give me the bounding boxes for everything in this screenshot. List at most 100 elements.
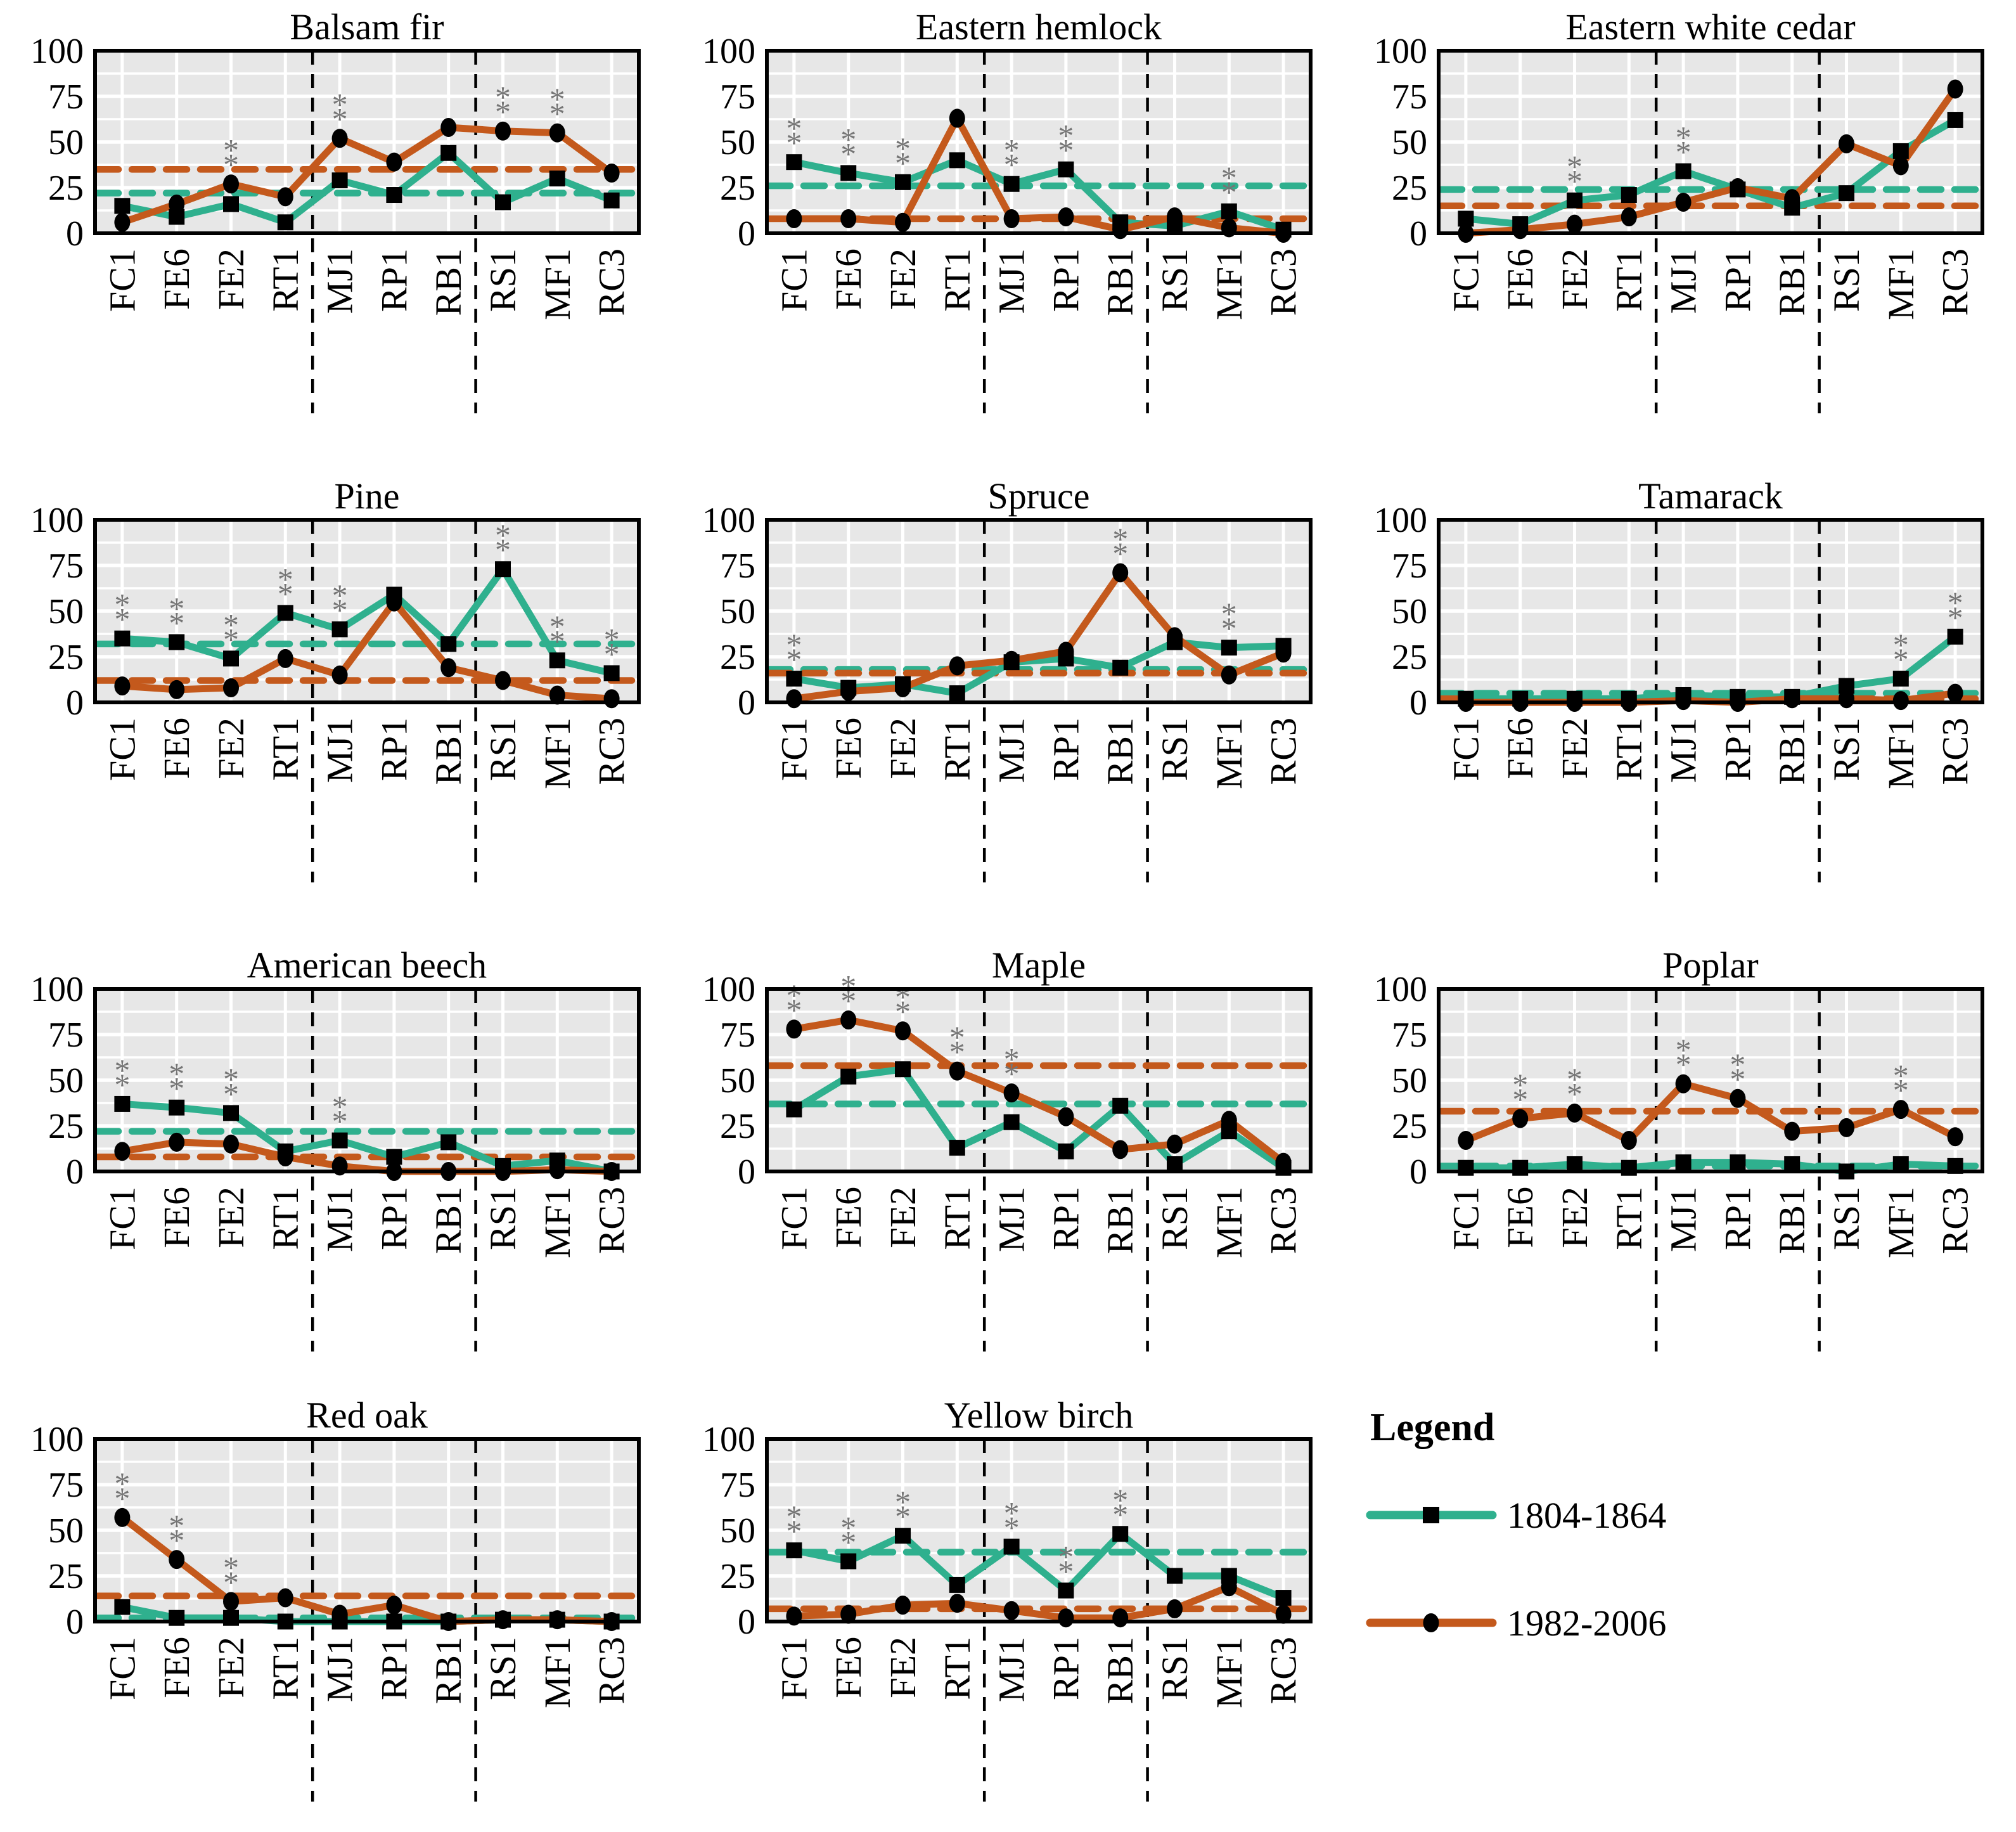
marker-square xyxy=(1621,187,1637,203)
y-tick-label: 0 xyxy=(66,1603,84,1642)
significance-marker: * xyxy=(549,623,565,659)
marker-square xyxy=(1112,1097,1129,1114)
marker-square xyxy=(1675,1154,1692,1171)
marker-square xyxy=(223,1105,239,1121)
x-tick-label: RB1 xyxy=(1100,1637,1141,1704)
marker-circle xyxy=(840,209,857,228)
marker-square xyxy=(840,1068,857,1085)
y-tick-label: 0 xyxy=(738,1603,755,1642)
plot-border xyxy=(93,49,641,235)
y-tick-label: 25 xyxy=(48,1107,84,1146)
y-tick-label: 0 xyxy=(738,214,755,254)
significance-marker: * xyxy=(169,1056,184,1092)
y-tick-label: 75 xyxy=(48,546,84,586)
x-tick-label: FC1 xyxy=(773,1637,814,1700)
y-tick-label: 0 xyxy=(738,1152,755,1192)
y-tick-label: 0 xyxy=(1409,1152,1427,1192)
y-tick-label: 25 xyxy=(720,1107,755,1146)
x-tick-label: FE6 xyxy=(828,1187,869,1248)
significance-marker: * xyxy=(1893,1073,1909,1108)
x-tick-label: RS1 xyxy=(1154,1637,1195,1700)
series-line-1804-1864 xyxy=(790,1066,1287,1171)
marker-circle xyxy=(223,1134,239,1154)
marker-circle xyxy=(895,212,911,232)
significance-marker: * xyxy=(895,131,911,166)
series-line-1804-1864 xyxy=(1462,116,1959,228)
plot-border xyxy=(765,1437,1313,1623)
x-tick-label: RP1 xyxy=(1045,1187,1086,1250)
marker-circle xyxy=(331,665,348,685)
marker-square xyxy=(277,214,293,231)
marker-circle xyxy=(169,1550,185,1570)
x-tick-label: MF1 xyxy=(1880,248,1922,320)
legend-entry-label: 1804-1864 xyxy=(1507,1495,1666,1536)
y-tick-label: 75 xyxy=(720,1016,755,1055)
significance-marker: * xyxy=(114,1466,130,1501)
x-tick-label: RS1 xyxy=(482,718,523,781)
significance-marker: * xyxy=(223,147,239,183)
panel-title: Eastern hemlock xyxy=(916,6,1162,48)
marker-circle xyxy=(495,121,511,141)
marker-circle xyxy=(1112,1140,1129,1159)
marker-circle xyxy=(1112,220,1129,240)
series-line-1982-2006 xyxy=(790,1583,1287,1622)
significance-marker: * xyxy=(332,101,348,137)
x-tick-label: FE2 xyxy=(1554,1187,1595,1248)
significance-marker: * xyxy=(114,1067,130,1102)
significance-marker: * xyxy=(332,1103,348,1139)
x-tick-label: FE2 xyxy=(1554,718,1595,779)
significance-marker: * xyxy=(1512,1067,1528,1102)
significance-marker: * xyxy=(895,1484,911,1519)
significance-marker: * xyxy=(1004,1056,1020,1092)
panel-title: Balsam fir xyxy=(290,6,444,48)
y-tick-label: 25 xyxy=(48,638,84,677)
x-tick-label: FE6 xyxy=(156,1637,197,1698)
marker-square xyxy=(386,187,402,203)
y-tick-label: 50 xyxy=(1392,592,1427,631)
y-tick-label: 100 xyxy=(702,32,755,71)
significance-marker: * xyxy=(786,110,802,146)
x-tick-label: RB1 xyxy=(428,1637,469,1704)
x-tick-label: RB1 xyxy=(1100,1187,1141,1254)
plot-border xyxy=(765,987,1313,1173)
x-tick-label: FC1 xyxy=(773,248,814,312)
significance-marker: * xyxy=(1058,1538,1074,1574)
marker-circle xyxy=(114,1142,131,1161)
y-tick-label: 0 xyxy=(1409,683,1427,723)
significance-marker: * xyxy=(840,1509,856,1545)
plot-border xyxy=(765,49,1313,235)
x-tick-label: MJ1 xyxy=(319,1637,361,1702)
significance-marker: * xyxy=(495,532,511,567)
marker-square xyxy=(1003,1538,1020,1555)
marker-circle xyxy=(1458,1131,1474,1151)
plot-border xyxy=(93,987,641,1173)
significance-marker: * xyxy=(1058,118,1074,153)
marker-circle xyxy=(603,689,620,709)
x-tick-label: RS1 xyxy=(482,248,523,312)
significance-marker: * xyxy=(1567,1076,1583,1111)
y-tick-label: 50 xyxy=(720,592,755,631)
marker-square xyxy=(1275,1590,1292,1606)
marker-circle xyxy=(895,678,911,697)
marker-circle xyxy=(169,1132,185,1152)
marker-circle xyxy=(1784,189,1801,209)
marker-circle xyxy=(1221,1111,1237,1130)
x-tick-label: MJ1 xyxy=(991,1637,1032,1702)
panel-title: Yellow birch xyxy=(944,1395,1134,1436)
marker-square xyxy=(1947,628,1963,645)
significance-marker: * xyxy=(495,517,511,553)
plot-border xyxy=(93,518,641,704)
marker-circle xyxy=(895,1021,911,1041)
marker-circle xyxy=(1275,643,1292,663)
x-tick-label: FE6 xyxy=(156,718,197,779)
panel-title: Red oak xyxy=(306,1395,428,1436)
x-tick-label: FC1 xyxy=(1445,248,1486,312)
panel-title: Tamarack xyxy=(1638,475,1783,517)
y-tick-label: 50 xyxy=(720,123,755,162)
y-tick-label: 50 xyxy=(720,1511,755,1551)
marker-circle xyxy=(331,1604,348,1624)
significance-marker: * xyxy=(786,642,802,677)
